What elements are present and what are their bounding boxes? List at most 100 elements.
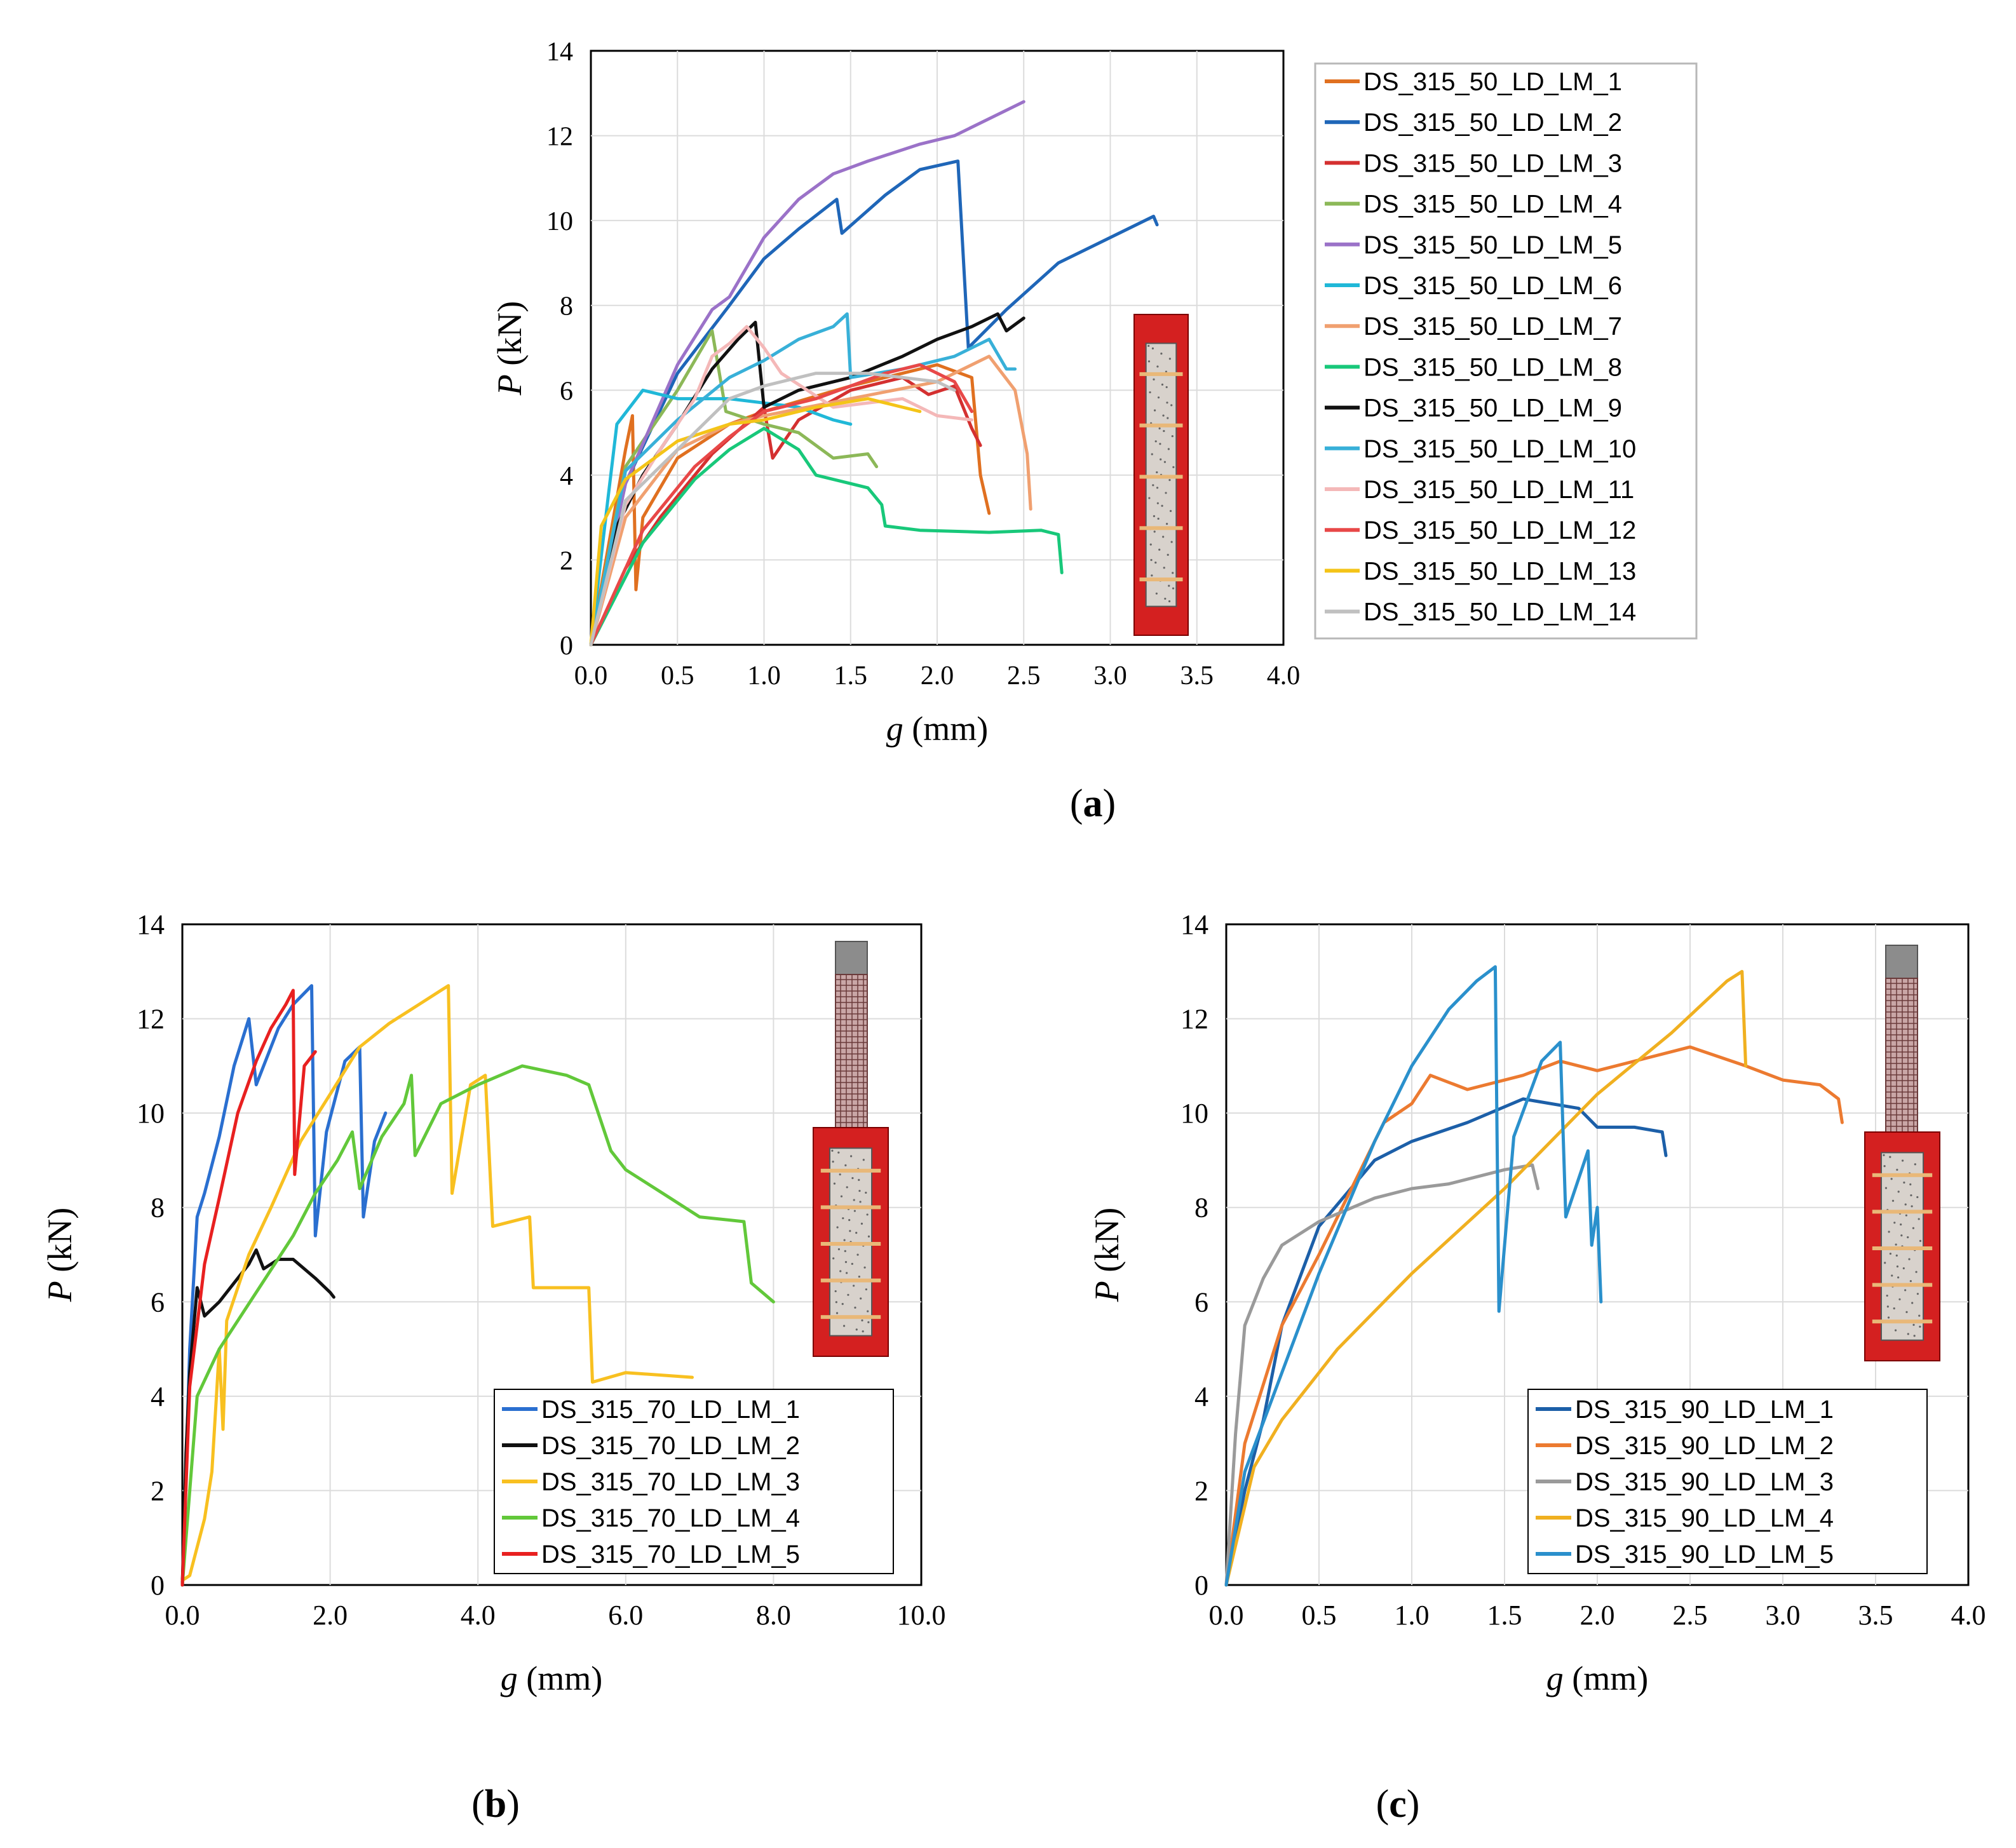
y-tick-label: 4 (151, 1381, 165, 1412)
legend-entry: DS_315_50_LD_LM_10 (1363, 435, 1636, 463)
y-tick-label: 4 (1194, 1381, 1208, 1412)
y-axis-var-a: P (490, 374, 529, 396)
specimen-diagram-c (1864, 945, 1940, 1361)
specimen-aggregate (1165, 386, 1168, 389)
specimen-aggregate (1160, 458, 1162, 461)
x-tick-label: 1.0 (747, 661, 781, 691)
specimen-aggregate (1165, 370, 1168, 373)
specimen-aggregate (1915, 1271, 1918, 1273)
y-axis-unit-c: (kN) (1088, 1208, 1126, 1281)
panel-label-b: (b) (471, 1783, 520, 1826)
x-tick-label: 3.5 (1858, 1600, 1893, 1631)
specimen-aggregate (1884, 1187, 1888, 1189)
specimen-aggregate (1167, 417, 1169, 419)
legend-entry: DS_315_50_LD_LM_11 (1363, 476, 1634, 504)
series-line (589, 325, 973, 647)
panel-label-a: (a) (1070, 782, 1116, 825)
specimen-aggregate (831, 1149, 834, 1152)
specimen-aggregate (1169, 509, 1172, 512)
panel-label-c: (c) (1376, 1783, 1420, 1826)
specimen-aggregate (1907, 1236, 1909, 1239)
specimen-aggregate (1171, 435, 1174, 438)
specimen-grip (835, 941, 868, 975)
specimen-aggregate (1893, 1222, 1896, 1224)
series-group-a (589, 100, 1159, 647)
specimen-aggregate (849, 1230, 851, 1232)
specimen-aggregate (1162, 536, 1165, 538)
y-axis-var-c: P (1088, 1281, 1126, 1302)
specimen-aggregate (1166, 401, 1168, 404)
x-tick-label: 4.0 (461, 1600, 496, 1631)
specimen-aggregate (1907, 1333, 1909, 1335)
specimen-aggregate (1168, 358, 1171, 360)
specimen-aggregate (1153, 530, 1156, 533)
x-tick-label: 1.0 (1395, 1600, 1430, 1631)
specimen-aggregate (1164, 597, 1167, 600)
specimen-aggregate (1893, 1307, 1895, 1310)
x-tick-label: 2.0 (921, 661, 954, 691)
specimen-aggregate (862, 1330, 864, 1333)
specimen-aggregate (1905, 1311, 1908, 1313)
specimen-aggregate (1168, 600, 1171, 603)
y-tick-label: 8 (560, 292, 573, 321)
specimen-aggregate (835, 1301, 837, 1304)
x-axis-unit-c: (mm) (1564, 1659, 1648, 1697)
x-axis-title-c: g (mm) (1546, 1659, 1648, 1697)
specimen-aggregate (1163, 429, 1165, 433)
specimen-aggregate (865, 1288, 867, 1291)
specimen-aggregate (848, 1218, 851, 1222)
specimen-stirrup (1139, 475, 1183, 479)
specimen-aggregate (1886, 1305, 1889, 1308)
specimen-aggregate (856, 1253, 859, 1256)
specimen-stirrup (1872, 1319, 1933, 1324)
legend-entry: DS_315_70_LD_LM_3 (541, 1468, 800, 1496)
tick-labels-b: 0.0 2.0 4.0 6.0 8.0 10.0 0 2 4 6 8 10 12 14 (137, 909, 946, 1631)
specimen-stirrup (1872, 1210, 1933, 1214)
specimen-aggregate (853, 1210, 856, 1212)
y-tick-label: 10 (1181, 1098, 1208, 1129)
specimen-aggregate (1156, 502, 1159, 504)
legend-entry: DS_315_50_LD_LM_2 (1363, 109, 1622, 137)
specimen-aggregate (1916, 1196, 1919, 1199)
specimen-aggregate (1912, 1323, 1915, 1326)
specimen-aggregate (1889, 1252, 1892, 1255)
specimen-aggregate (832, 1161, 834, 1163)
specimen-aggregate (1919, 1325, 1921, 1328)
specimen-aggregate (837, 1151, 840, 1154)
series-group-c (1224, 965, 1844, 1587)
specimen-stirrup (820, 1242, 881, 1246)
specimen-aggregate (1166, 523, 1168, 525)
series-line (589, 363, 991, 647)
panel-a: 0.0 0.5 1.0 1.5 2.0 2.5 3.0 3.5 4.0 0 2 4 6 8 10 12 14 P… (490, 37, 1698, 825)
y-tick-label: 4 (560, 462, 573, 491)
specimen-aggregate (1908, 1258, 1911, 1260)
panel-letter-a: a (1083, 782, 1103, 825)
y-tick-label: 12 (546, 123, 573, 152)
y-tick-label: 0 (151, 1570, 165, 1601)
specimen-stirrup (1872, 1173, 1933, 1177)
series-line (180, 1064, 775, 1587)
specimen-aggregate (1157, 517, 1160, 520)
specimen-stirrup (1872, 1246, 1933, 1250)
legend-entry: DS_315_50_LD_LM_4 (1363, 191, 1622, 219)
legend-c: DS_315_90_LD_LM_1 DS_315_90_LD_LM_2 DS_315… (1536, 1396, 1834, 1568)
specimen-stirrup (1139, 526, 1183, 530)
specimen-aggregate (1898, 1298, 1901, 1300)
x-tick-label: 0.0 (574, 661, 608, 691)
specimen-aggregate (1904, 1203, 1907, 1206)
series-line (180, 988, 317, 1587)
specimen-aggregate (1918, 1314, 1921, 1317)
specimen-aggregate (854, 1306, 856, 1309)
specimen-aggregate (1912, 1227, 1915, 1229)
specimen-aggregate (1891, 1199, 1895, 1202)
series-line (180, 984, 388, 1587)
specimen-aggregate (1903, 1181, 1905, 1184)
tick-labels-a: 0.0 0.5 1.0 1.5 2.0 2.5 3.0 3.5 4.0 0 2 4 6 8 10 12 14 (546, 37, 1300, 691)
specimen-aggregate (846, 1186, 848, 1189)
specimen-diagram-a (1133, 314, 1189, 636)
specimen-aggregate (1914, 1163, 1916, 1166)
specimen-aggregate (1891, 1274, 1893, 1277)
specimen-aggregate (1156, 487, 1159, 489)
legend-a: DS_315_50_LD_LM_1 DS_315_50_LD_LM_2 DS_315… (1325, 68, 1636, 626)
specimen-aggregate (1170, 541, 1173, 543)
